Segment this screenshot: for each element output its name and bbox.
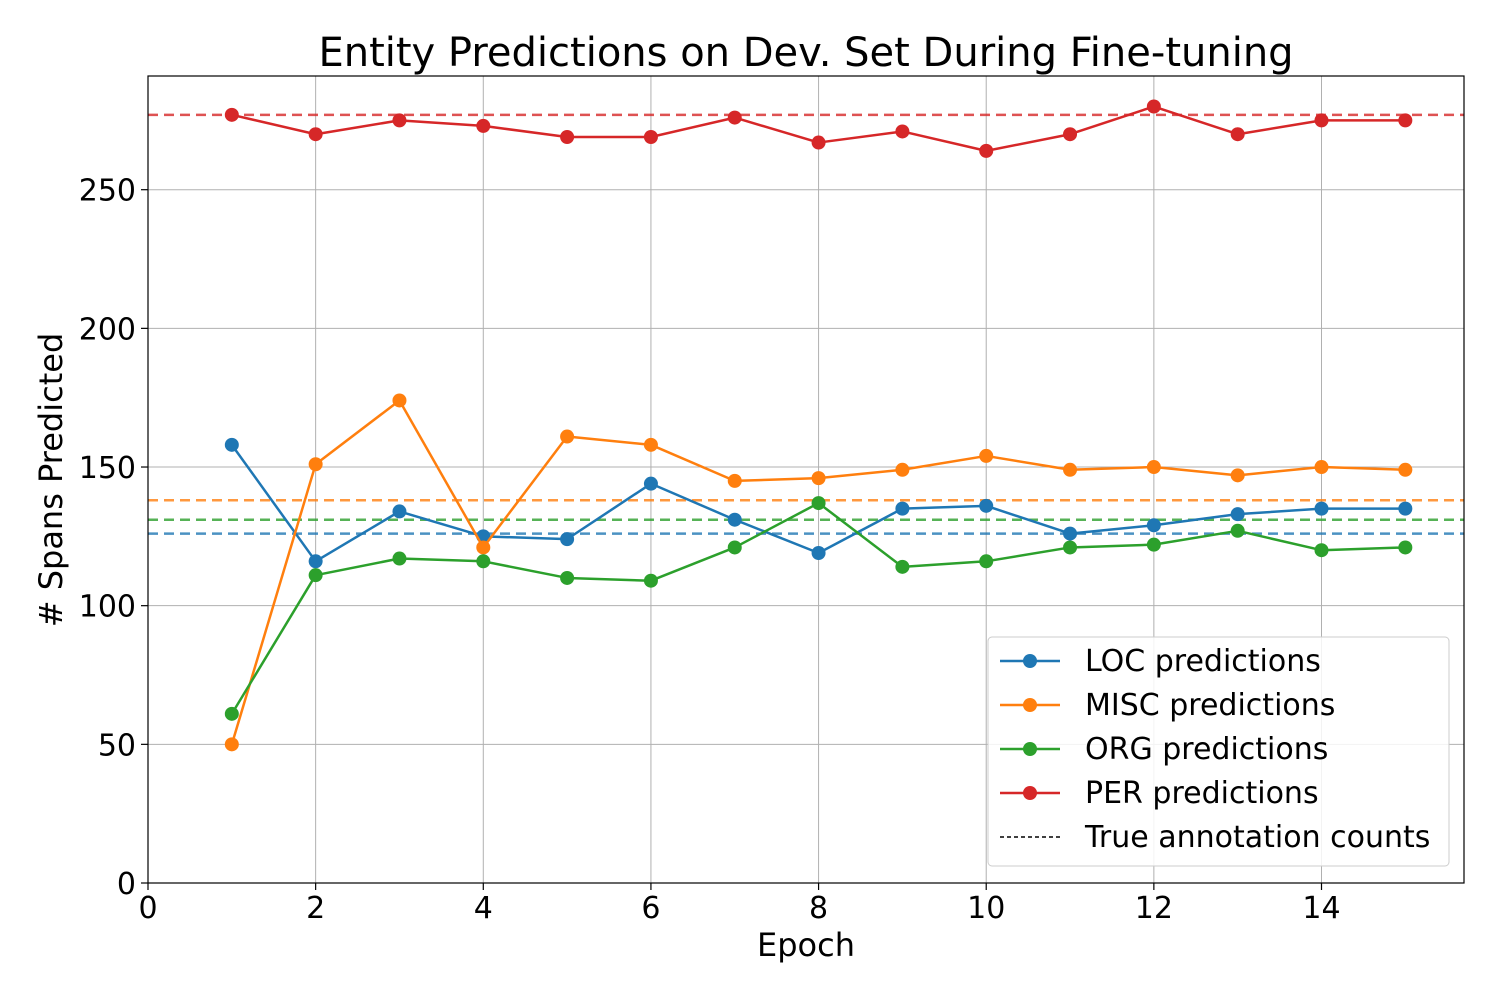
x-tick-label: 6 <box>641 891 660 926</box>
series-org <box>224 496 1413 721</box>
legend-label-org: ORG predictions <box>1085 732 1328 767</box>
data-point-per <box>1146 99 1161 114</box>
data-point-misc <box>643 437 658 452</box>
legend-label-per: PER predictions <box>1085 776 1319 811</box>
data-point-misc <box>1230 468 1245 483</box>
data-point-misc <box>727 473 742 488</box>
data-point-misc <box>811 471 826 486</box>
data-point-org <box>1398 540 1413 555</box>
data-point-misc <box>1146 460 1161 475</box>
x-tick-label: 8 <box>809 891 828 926</box>
data-point-misc <box>1314 460 1329 475</box>
data-point-per <box>392 113 407 128</box>
data-point-org <box>1063 540 1078 555</box>
data-point-per <box>1230 127 1245 142</box>
y-tick-label: 0 <box>117 867 136 902</box>
y-tick-label: 250 <box>79 174 136 209</box>
data-point-org <box>392 551 407 566</box>
data-point-org <box>727 540 742 555</box>
data-point-misc <box>392 393 407 408</box>
data-point-org <box>811 496 826 511</box>
data-point-per <box>895 124 910 139</box>
data-point-loc <box>392 504 407 519</box>
data-point-loc <box>811 545 826 560</box>
plot-frame <box>147 75 1465 884</box>
data-point-org <box>1146 537 1161 552</box>
legend: LOC predictions MISC predictions ORG predi… <box>987 636 1450 867</box>
x-tick-label: 2 <box>306 891 325 926</box>
data-point-org <box>1230 523 1245 538</box>
data-point-per <box>1063 127 1078 142</box>
y-tick-label: 150 <box>79 451 136 486</box>
data-point-org <box>560 570 575 585</box>
y-tick-label: 200 <box>79 312 136 347</box>
data-point-per <box>308 127 323 142</box>
data-point-org <box>979 554 994 569</box>
x-tick-label: 12 <box>1135 891 1173 926</box>
data-point-org <box>308 568 323 583</box>
chart-title: Entity Predictions on Dev. Set During Fi… <box>318 30 1293 76</box>
series-lines <box>224 99 1413 752</box>
y-axis-label: # Spans Predicted <box>32 333 70 628</box>
legend-marker-loc <box>1023 654 1037 668</box>
data-point-misc <box>1398 462 1413 477</box>
legend-marker-org <box>1023 742 1037 756</box>
reference-lines <box>148 113 1464 535</box>
data-point-misc <box>1063 462 1078 477</box>
data-point-org <box>895 559 910 574</box>
x-tick-label: 14 <box>1302 891 1340 926</box>
data-point-loc <box>1314 501 1329 516</box>
data-point-loc <box>727 512 742 527</box>
data-point-org <box>643 573 658 588</box>
data-point-misc <box>895 462 910 477</box>
data-point-loc <box>979 498 994 513</box>
legend-label-misc: MISC predictions <box>1085 688 1335 723</box>
data-point-loc <box>895 501 910 516</box>
legend-marker-per <box>1023 786 1037 800</box>
x-tick-label: 0 <box>138 891 157 926</box>
data-point-loc <box>224 437 239 452</box>
x-tick-label: 10 <box>967 891 1005 926</box>
data-point-per <box>727 110 742 125</box>
data-point-per <box>476 118 491 133</box>
data-point-loc <box>560 532 575 547</box>
data-point-per <box>811 135 826 150</box>
data-point-loc <box>308 554 323 569</box>
y-tick-label: 100 <box>79 590 136 625</box>
series-loc <box>224 437 1413 569</box>
data-point-per <box>224 107 239 122</box>
series-per <box>224 99 1413 158</box>
data-point-per <box>1314 113 1329 128</box>
data-point-org <box>224 706 239 721</box>
y-tick-label: 50 <box>98 728 136 763</box>
data-point-org <box>1314 543 1329 558</box>
series-misc <box>224 393 1413 752</box>
data-point-loc <box>1230 507 1245 522</box>
legend-label-reference: True annotation counts <box>1084 820 1430 855</box>
legend-label-loc: LOC predictions <box>1085 644 1321 679</box>
x-tick-label: 4 <box>474 891 493 926</box>
legend-box <box>987 636 1450 867</box>
data-point-per <box>979 143 994 158</box>
data-point-misc <box>476 540 491 555</box>
x-axis-label: Epoch <box>757 926 855 964</box>
data-point-misc <box>979 448 994 463</box>
data-point-org <box>476 554 491 569</box>
data-point-loc <box>643 476 658 491</box>
data-point-loc <box>1063 526 1078 541</box>
data-point-loc <box>1146 518 1161 533</box>
data-point-misc <box>308 457 323 472</box>
data-point-per <box>560 130 575 145</box>
legend-marker-misc <box>1023 698 1037 712</box>
data-point-misc <box>560 429 575 444</box>
data-point-misc <box>224 737 239 752</box>
data-point-loc <box>1398 501 1413 516</box>
axis-ticks: 0 2 4 6 8 10 12 14 0 50 100 150 200 250 <box>79 174 1341 926</box>
data-point-per <box>1398 113 1413 128</box>
data-point-per <box>643 130 658 145</box>
